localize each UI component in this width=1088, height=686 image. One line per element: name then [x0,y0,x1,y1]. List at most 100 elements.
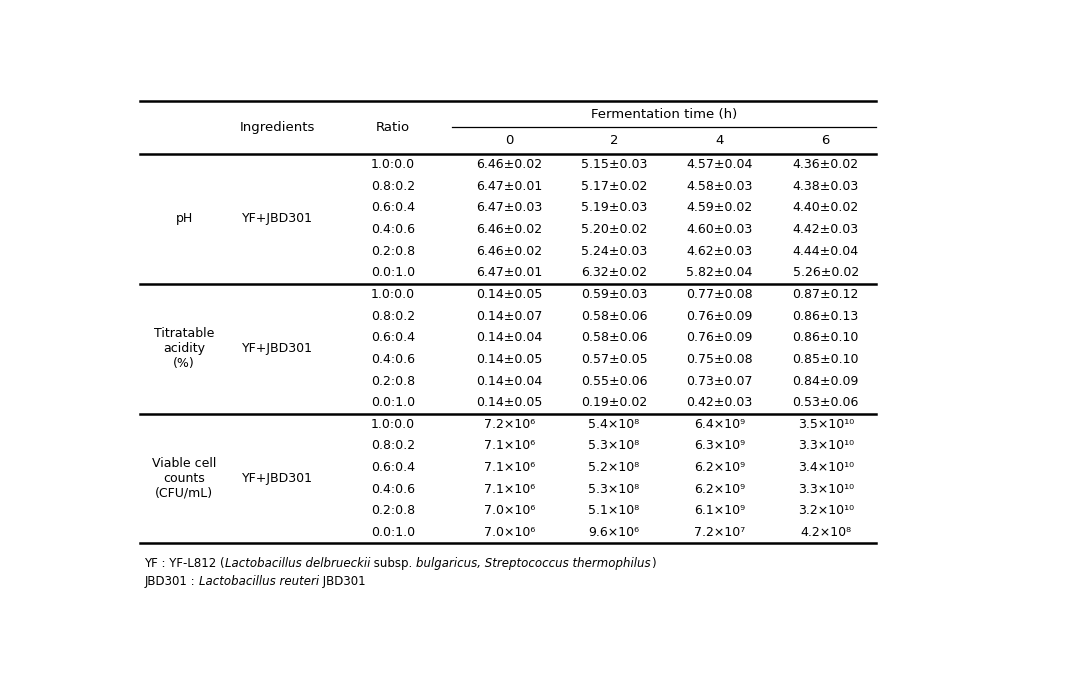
Text: 6.2×10⁹: 6.2×10⁹ [694,461,745,474]
Text: YF : YF-L812 (: YF : YF-L812 ( [145,557,225,570]
Text: 6.47±0.03: 6.47±0.03 [477,201,543,214]
Text: 5.24±0.03: 5.24±0.03 [581,245,647,257]
Text: 4.58±0.03: 4.58±0.03 [687,180,753,193]
Text: 0.86±0.13: 0.86±0.13 [793,309,858,322]
Text: 4.40±0.02: 4.40±0.02 [793,201,858,214]
Text: 6.46±0.02: 6.46±0.02 [477,158,543,171]
Text: 2: 2 [610,134,618,147]
Text: 5.17±0.02: 5.17±0.02 [581,180,647,193]
Text: 5.26±0.02: 5.26±0.02 [793,266,858,279]
Text: 0.2:0.8: 0.2:0.8 [371,504,416,517]
Text: 7.2×10⁶: 7.2×10⁶ [484,418,535,431]
Text: 0.14±0.04: 0.14±0.04 [477,331,543,344]
Text: 7.1×10⁶: 7.1×10⁶ [484,461,535,474]
Text: Ratio: Ratio [376,121,410,134]
Text: 7.0×10⁶: 7.0×10⁶ [484,504,535,517]
Text: 4: 4 [715,134,724,147]
Text: Titratable
acidity
(%): Titratable acidity (%) [153,327,214,370]
Text: 0.57±0.05: 0.57±0.05 [581,353,647,366]
Text: 0.2:0.8: 0.2:0.8 [371,375,416,388]
Text: 0.84±0.09: 0.84±0.09 [792,375,858,388]
Text: 0.14±0.05: 0.14±0.05 [477,288,543,301]
Text: 3.2×10¹⁰: 3.2×10¹⁰ [798,504,854,517]
Text: ): ) [651,557,656,570]
Text: 0.42±0.03: 0.42±0.03 [687,397,753,409]
Text: 6.46±0.02: 6.46±0.02 [477,223,543,236]
Text: 0.6:0.4: 0.6:0.4 [371,461,416,474]
Text: bulgaricus, Streptococcus thermophilus: bulgaricus, Streptococcus thermophilus [417,557,651,570]
Text: 4.59±0.02: 4.59±0.02 [687,201,753,214]
Text: 0.8:0.2: 0.8:0.2 [371,440,416,453]
Text: 4.38±0.03: 4.38±0.03 [793,180,858,193]
Text: 0.4:0.6: 0.4:0.6 [371,483,416,496]
Text: 0.4:0.6: 0.4:0.6 [371,353,416,366]
Text: YF+JBD301: YF+JBD301 [243,342,313,355]
Text: 4.36±0.02: 4.36±0.02 [793,158,858,171]
Text: Lactobacillus reuteri: Lactobacillus reuteri [199,575,319,588]
Text: 6.1×10⁹: 6.1×10⁹ [694,504,745,517]
Text: 7.1×10⁶: 7.1×10⁶ [484,483,535,496]
Text: 0.14±0.05: 0.14±0.05 [477,397,543,409]
Text: 5.15±0.03: 5.15±0.03 [581,158,647,171]
Text: 0.76±0.09: 0.76±0.09 [687,309,753,322]
Text: 5.3×10⁸: 5.3×10⁸ [589,483,640,496]
Text: 6.46±0.02: 6.46±0.02 [477,245,543,257]
Text: 0.19±0.02: 0.19±0.02 [581,397,647,409]
Text: 6.47±0.01: 6.47±0.01 [477,266,543,279]
Text: 5.1×10⁸: 5.1×10⁸ [589,504,640,517]
Text: 6.4×10⁹: 6.4×10⁹ [694,418,745,431]
Text: 0.58±0.06: 0.58±0.06 [581,309,647,322]
Text: 1.0:0.0: 1.0:0.0 [371,418,416,431]
Text: 0.2:0.8: 0.2:0.8 [371,245,416,257]
Text: YF+JBD301: YF+JBD301 [243,212,313,225]
Text: 4.60±0.03: 4.60±0.03 [687,223,753,236]
Text: 0.0:1.0: 0.0:1.0 [371,397,416,409]
Text: 0.86±0.10: 0.86±0.10 [792,331,858,344]
Text: subsp.: subsp. [370,557,417,570]
Text: 6.32±0.02: 6.32±0.02 [581,266,647,279]
Text: 5.19±0.03: 5.19±0.03 [581,201,647,214]
Text: 6.2×10⁹: 6.2×10⁹ [694,483,745,496]
Text: 0.55±0.06: 0.55±0.06 [581,375,647,388]
Text: 6: 6 [821,134,830,147]
Text: 3.3×10¹⁰: 3.3×10¹⁰ [798,483,854,496]
Text: 6.3×10⁹: 6.3×10⁹ [694,440,745,453]
Text: 5.82±0.04: 5.82±0.04 [687,266,753,279]
Text: 7.2×10⁷: 7.2×10⁷ [694,526,745,539]
Text: 0.8:0.2: 0.8:0.2 [371,309,416,322]
Text: Viable cell
counts
(CFU/mL): Viable cell counts (CFU/mL) [152,457,217,500]
Text: 1.0:0.0: 1.0:0.0 [371,158,416,171]
Text: Fermentation time (h): Fermentation time (h) [591,108,738,121]
Text: 0.75±0.08: 0.75±0.08 [687,353,753,366]
Text: 0.8:0.2: 0.8:0.2 [371,180,416,193]
Text: 6.47±0.01: 6.47±0.01 [477,180,543,193]
Text: pH: pH [175,212,193,225]
Text: 5.3×10⁸: 5.3×10⁸ [589,440,640,453]
Text: 0.87±0.12: 0.87±0.12 [792,288,858,301]
Text: 1.0:0.0: 1.0:0.0 [371,288,416,301]
Text: 0.0:1.0: 0.0:1.0 [371,526,416,539]
Text: 0: 0 [505,134,514,147]
Text: 0.14±0.04: 0.14±0.04 [477,375,543,388]
Text: 0.6:0.4: 0.6:0.4 [371,331,416,344]
Text: 0.0:1.0: 0.0:1.0 [371,266,416,279]
Text: 4.44±0.04: 4.44±0.04 [793,245,858,257]
Text: 0.53±0.06: 0.53±0.06 [792,397,858,409]
Text: 4.42±0.03: 4.42±0.03 [793,223,858,236]
Text: 0.58±0.06: 0.58±0.06 [581,331,647,344]
Text: 7.1×10⁶: 7.1×10⁶ [484,440,535,453]
Text: 3.3×10¹⁰: 3.3×10¹⁰ [798,440,854,453]
Text: 7.0×10⁶: 7.0×10⁶ [484,526,535,539]
Text: 5.20±0.02: 5.20±0.02 [581,223,647,236]
Text: 4.2×10⁸: 4.2×10⁸ [800,526,851,539]
Text: 0.14±0.07: 0.14±0.07 [477,309,543,322]
Text: 0.4:0.6: 0.4:0.6 [371,223,416,236]
Text: Lactobacillus delbrueckii: Lactobacillus delbrueckii [225,557,370,570]
Text: 0.6:0.4: 0.6:0.4 [371,201,416,214]
Text: 0.14±0.05: 0.14±0.05 [477,353,543,366]
Text: JBD301 :: JBD301 : [145,575,199,588]
Text: 4.57±0.04: 4.57±0.04 [687,158,753,171]
Text: 5.2×10⁸: 5.2×10⁸ [589,461,640,474]
Text: 5.4×10⁸: 5.4×10⁸ [589,418,640,431]
Text: 0.85±0.10: 0.85±0.10 [792,353,860,366]
